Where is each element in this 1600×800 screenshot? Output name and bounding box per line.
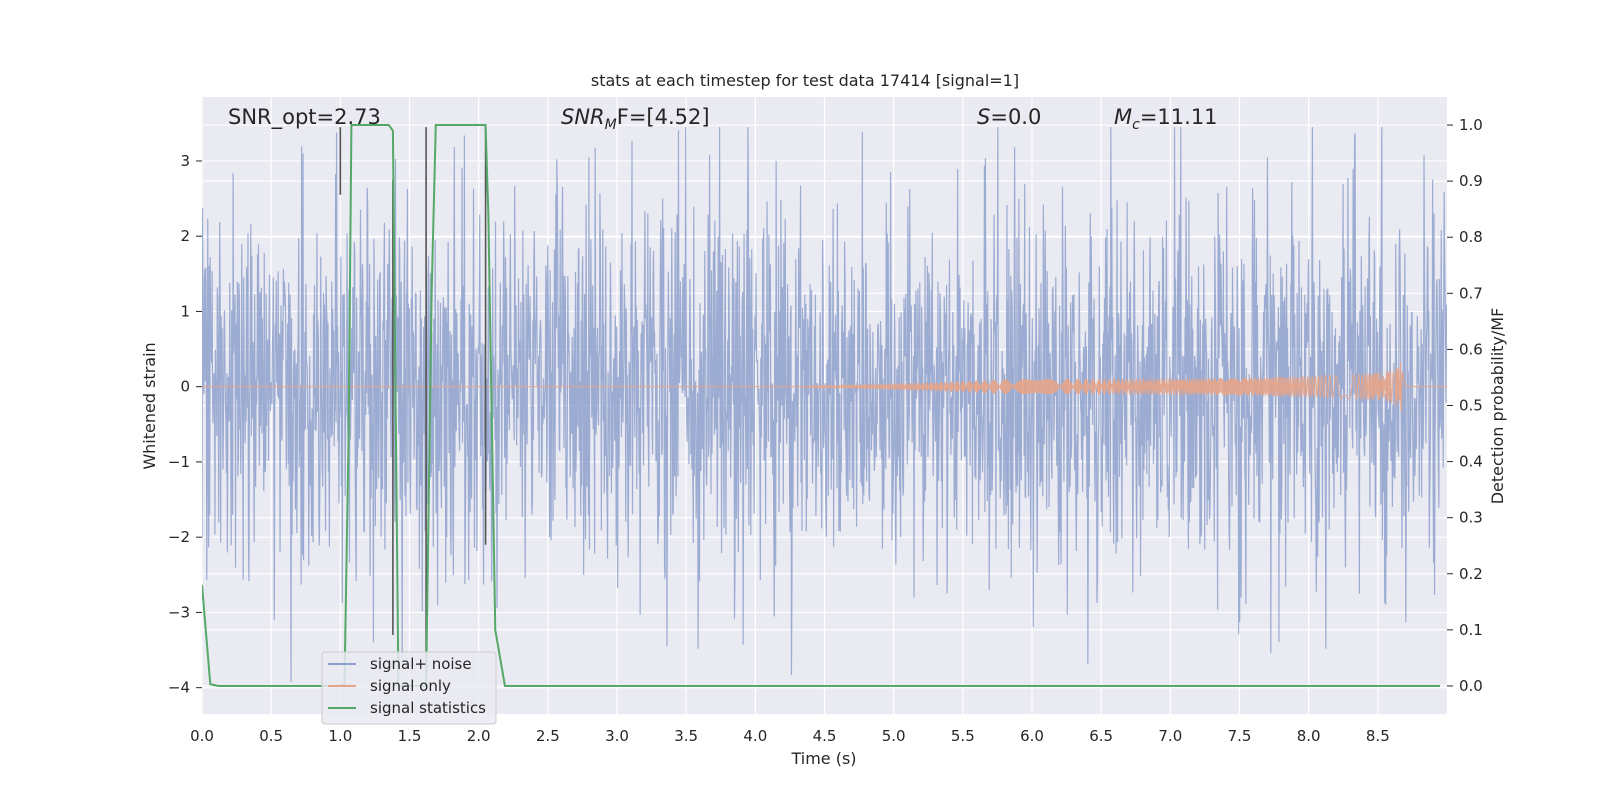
x-tick-label: 1.5 (398, 727, 422, 745)
y-left-axis-ticks: 3 2 1 0 −1 −2 −3 −4 (168, 152, 202, 697)
annotation-s-main: S (977, 105, 990, 129)
x-tick-label: 8.0 (1297, 727, 1321, 745)
y-left-tick-label: 2 (180, 227, 190, 245)
x-tick-label: 5.5 (951, 727, 975, 745)
y-right-tick-label: 0.9 (1459, 172, 1483, 190)
annotation-snr-mf: SNRMF=[4.52] (561, 105, 710, 133)
x-axis-ticks: 0.0 0.5 1.0 1.5 2.0 2.5 3.0 3.5 4.0 4.5 5.0 5.5 6.0 6… (190, 727, 1390, 745)
y-right-tick-label: 0.0 (1459, 677, 1483, 695)
x-tick-label: 7.0 (1158, 727, 1182, 745)
x-tick-label: 3.5 (674, 727, 698, 745)
x-tick-label: 4.0 (743, 727, 767, 745)
legend-label-signal-statistics: signal statistics (370, 699, 486, 717)
series-signal-statistics-line (202, 124, 1441, 687)
x-tick-label: 6.5 (1089, 727, 1113, 745)
y-right-tick-label: 0.6 (1459, 340, 1483, 358)
y-right-tick-label: 0.7 (1459, 284, 1483, 302)
annotation-snr-mf-rest: F=[4.52] (617, 105, 710, 129)
detection-marker-lines (339, 127, 487, 673)
y-left-tick-label: −4 (168, 679, 190, 697)
y-left-tick-label: −1 (168, 453, 190, 471)
x-tick-label: 1.0 (328, 727, 352, 745)
y-right-axis-label: Detection probability/MF (1488, 308, 1507, 505)
y-right-tick-label: 0.1 (1459, 621, 1483, 639)
y-right-axis-ticks: 1.0 0.9 0.8 0.7 0.6 0.5 0.4 0.3 0.2 0.1 0.0 (1447, 116, 1483, 695)
chart-title: stats at each timestep for test data 174… (591, 71, 1019, 90)
annotation-mc-main: M (1114, 105, 1132, 129)
x-tick-label: 5.0 (882, 727, 906, 745)
annotation-mc: Mc=11.11 (1114, 105, 1218, 133)
series-signal-only-line (202, 362, 1447, 412)
annotation-mc-rest: =11.11 (1140, 105, 1218, 129)
y-right-tick-label: 0.8 (1459, 228, 1483, 246)
y-right-tick-label: 0.5 (1459, 397, 1483, 415)
x-axis-label: Time (s) (790, 749, 856, 768)
x-tick-label: 7.5 (1228, 727, 1252, 745)
y-left-tick-label: −2 (168, 528, 190, 546)
x-tick-label: 0.0 (190, 727, 214, 745)
series-signal-noise-line (202, 127, 1447, 682)
annotation-snr-mf-base: SNR (561, 105, 605, 129)
y-left-tick-label: 3 (180, 152, 190, 170)
legend-box (321, 651, 497, 725)
annotation-s: S=0.0 (977, 105, 1041, 129)
legend: signal+ noise signal only signal statist… (321, 651, 497, 725)
y-left-tick-label: 0 (180, 378, 190, 396)
annotation-s-rest: =0.0 (990, 105, 1041, 129)
y-right-tick-label: 0.2 (1459, 565, 1483, 583)
x-tick-label: 8.5 (1366, 727, 1390, 745)
x-tick-label: 2.5 (536, 727, 560, 745)
legend-label-signal-noise: signal+ noise (370, 655, 472, 673)
y-right-tick-label: 0.4 (1459, 453, 1483, 471)
annotation-snr-mf-sub: M (605, 117, 617, 133)
y-left-tick-label: 1 (180, 302, 190, 320)
annotation-mc-sub: c (1132, 117, 1140, 133)
y-right-tick-label: 1.0 (1459, 116, 1483, 134)
x-tick-label: 0.5 (259, 727, 283, 745)
legend-label-signal-only: signal only (370, 677, 451, 695)
annotation-snr-opt: SNR_opt=2.73 (228, 105, 381, 130)
x-tick-label: 2.0 (467, 727, 491, 745)
y-left-tick-label: −3 (168, 603, 190, 621)
x-tick-label: 4.5 (813, 727, 837, 745)
y-right-tick-label: 0.3 (1459, 509, 1483, 527)
y-left-axis-label: Whitened strain (140, 342, 159, 469)
x-tick-label: 3.0 (605, 727, 629, 745)
x-tick-label: 6.0 (1020, 727, 1044, 745)
